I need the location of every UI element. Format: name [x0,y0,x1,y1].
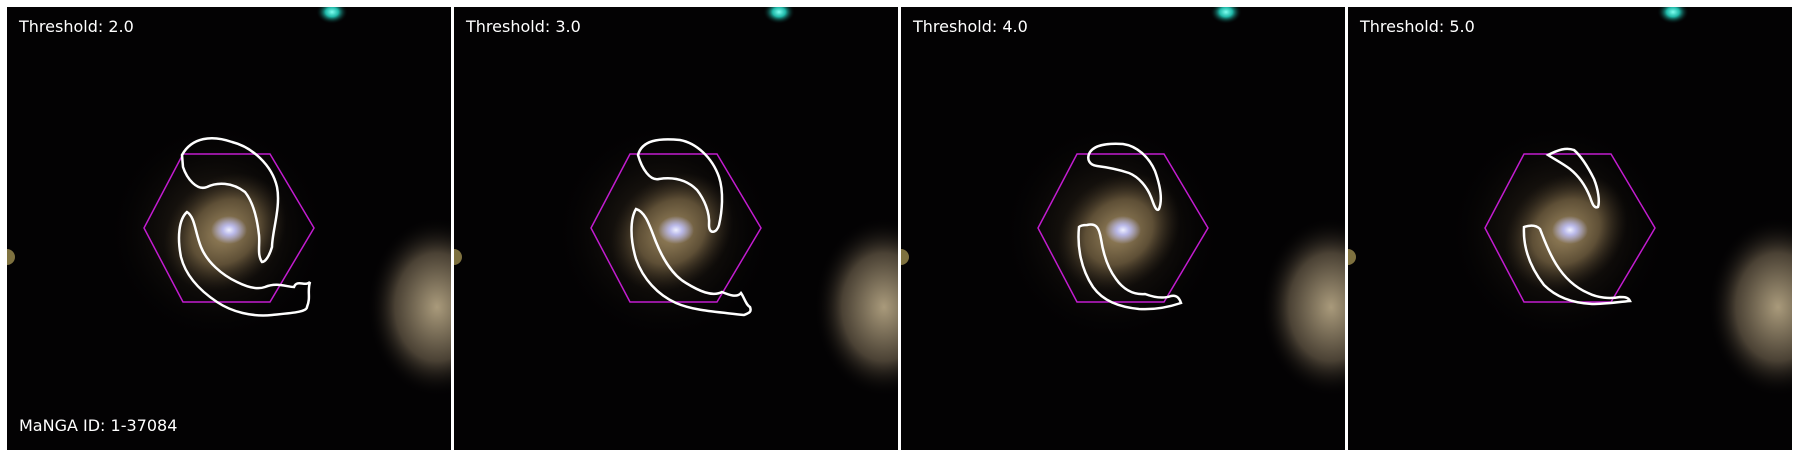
panel-threshold-2: Threshold: 2.0 MaNGA ID: 1-37084 [7,7,451,450]
arm-contour-upper [1545,147,1601,209]
ifu-hexagon [590,153,762,303]
star-cyan [1657,7,1689,24]
galaxy-image [454,7,898,450]
panel-threshold-3: Threshold: 3.0 [454,7,898,450]
galaxy-image [7,7,451,450]
ifu-hexagon [1037,153,1209,303]
arm-contour-upper [180,137,280,264]
star-faint [454,249,462,265]
star-cyan [1210,7,1242,24]
arm-contour-upper [1087,142,1163,212]
star-faint [901,249,909,265]
galaxy-core [1552,216,1588,244]
panel-threshold-5: Threshold: 5.0 [1348,7,1792,450]
threshold-label: Threshold: 2.0 [19,17,134,36]
arm-contour-lower [1077,223,1183,311]
galaxy-core [658,216,694,244]
neighbor-galaxy [1708,217,1792,397]
threshold-label: Threshold: 3.0 [466,17,581,36]
star-faint [1348,249,1356,265]
neighbor-galaxy [814,217,898,397]
ifu-hexagon [143,153,315,303]
star-cyan [316,7,348,24]
panel-threshold-4: Threshold: 4.0 [901,7,1345,450]
threshold-label: Threshold: 4.0 [913,17,1028,36]
star-faint [7,249,15,265]
arm-contour-lower [1522,224,1632,306]
neighbor-galaxy [367,217,451,397]
star-cyan [763,7,795,24]
galaxy-image [1348,7,1792,450]
galaxy-image [901,7,1345,450]
threshold-label: Threshold: 5.0 [1360,17,1475,36]
arm-contour-lower [630,207,752,317]
galaxy-core [211,216,247,244]
galaxy-core [1105,216,1141,244]
arm-contour-upper [636,138,724,233]
galaxy-id-label: MaNGA ID: 1-37084 [19,416,178,435]
arm-contour-lower [177,210,312,317]
neighbor-galaxy [1261,217,1345,397]
